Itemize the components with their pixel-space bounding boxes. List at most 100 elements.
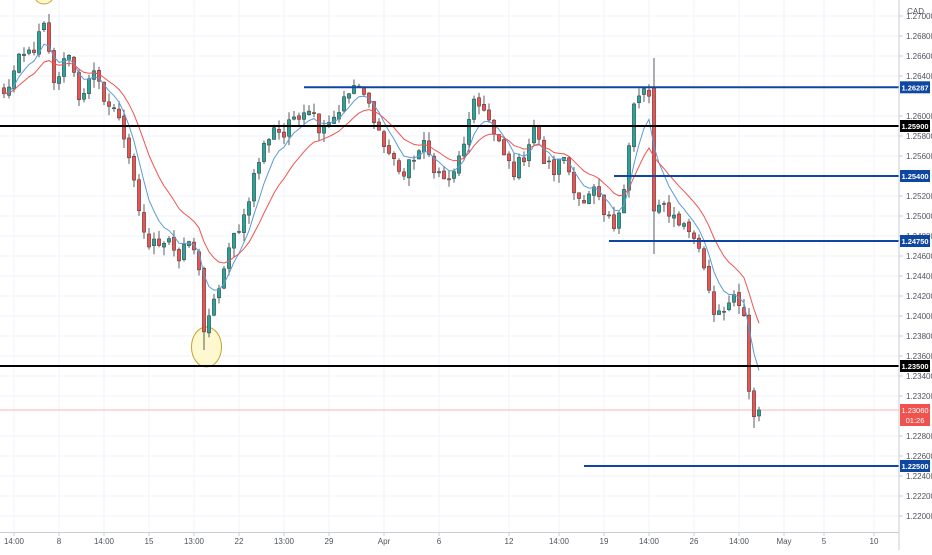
candle-body bbox=[297, 115, 301, 120]
candle-body bbox=[702, 248, 706, 269]
y-tick-label: 1.25000 bbox=[906, 212, 932, 221]
x-tick-label: 19 bbox=[600, 537, 609, 546]
candle-body bbox=[747, 314, 751, 392]
candle-body bbox=[512, 161, 516, 178]
x-tick-label: 26 bbox=[690, 537, 699, 546]
candle-body bbox=[107, 101, 111, 107]
level-badge[interactable] bbox=[900, 81, 930, 94]
candle-body bbox=[667, 202, 671, 217]
candle-body bbox=[407, 159, 411, 179]
y-tick-label: 1.24400 bbox=[906, 272, 932, 281]
y-tick-label: 1.22800 bbox=[906, 432, 932, 441]
candle-body bbox=[362, 87, 366, 95]
x-tick-label: 12 bbox=[505, 537, 514, 546]
candle-body bbox=[272, 127, 276, 140]
y-tick-label: 1.25200 bbox=[906, 192, 932, 201]
candle-body bbox=[302, 112, 306, 120]
candle-body bbox=[267, 139, 271, 146]
y-tick-label: 1.27000 bbox=[906, 12, 932, 21]
candle-body bbox=[147, 233, 151, 248]
candle-body bbox=[502, 139, 506, 156]
candle-body bbox=[727, 302, 731, 311]
highlight-ellipse[interactable] bbox=[191, 326, 222, 368]
fast-ma-line bbox=[3, 43, 760, 371]
candle-body bbox=[577, 192, 581, 199]
currency-label: CAD bbox=[907, 7, 924, 16]
candle-body bbox=[242, 214, 246, 233]
candle-body bbox=[152, 238, 156, 246]
level-badge[interactable] bbox=[900, 170, 930, 182]
candle-body bbox=[2, 87, 6, 95]
candle-body bbox=[117, 108, 121, 119]
x-tick-label: 14:00 bbox=[549, 537, 570, 546]
x-tick-label: 14:00 bbox=[4, 537, 25, 546]
candle-body bbox=[12, 70, 16, 90]
candle-body bbox=[292, 116, 296, 120]
x-tick-label: 14:00 bbox=[94, 537, 115, 546]
candle-body bbox=[342, 96, 346, 112]
candle-body bbox=[657, 204, 661, 213]
x-tick-label: Apr bbox=[378, 537, 391, 546]
candle-body bbox=[597, 186, 601, 197]
y-tick-label: 1.24000 bbox=[906, 312, 932, 321]
level-badge[interactable] bbox=[900, 235, 930, 247]
y-tick-label: 1.23200 bbox=[906, 392, 932, 401]
candle-body bbox=[42, 22, 46, 30]
candle-body bbox=[507, 153, 511, 162]
y-tick-label: 1.23400 bbox=[906, 372, 932, 381]
level-badge-label: 1.25900 bbox=[901, 122, 928, 131]
current-price-badge[interactable] bbox=[900, 404, 930, 426]
candle-body bbox=[647, 89, 651, 97]
candle-body bbox=[172, 236, 176, 251]
candle-body bbox=[237, 231, 241, 233]
candle-body bbox=[557, 158, 561, 175]
candle-body bbox=[722, 311, 726, 313]
level-badge[interactable] bbox=[900, 120, 930, 132]
x-tick-label: 13:00 bbox=[274, 537, 295, 546]
candle-body bbox=[437, 171, 441, 174]
candle-body bbox=[382, 131, 386, 147]
countdown-label: 01:26 bbox=[906, 416, 925, 425]
candle-body bbox=[312, 112, 316, 114]
x-tick-label: 22 bbox=[235, 537, 244, 546]
highlight-ellipse[interactable] bbox=[34, 0, 54, 5]
y-tick-label: 1.22000 bbox=[906, 512, 932, 521]
y-tick-label: 1.22400 bbox=[906, 472, 932, 481]
candle-body bbox=[392, 153, 396, 159]
candle-body bbox=[17, 53, 21, 73]
candle-body bbox=[592, 186, 596, 196]
candle-body bbox=[122, 115, 126, 140]
moving-averages bbox=[3, 43, 760, 371]
x-tick-label: 14:00 bbox=[639, 537, 660, 546]
level-badge[interactable] bbox=[900, 360, 930, 372]
candle-body bbox=[622, 189, 626, 214]
candle-body bbox=[182, 244, 186, 260]
candle-body bbox=[402, 171, 406, 177]
candle-body bbox=[137, 179, 141, 212]
y-tick-label: 1.23600 bbox=[906, 352, 932, 361]
candle-body bbox=[127, 137, 131, 159]
y-tick-label: 1.26600 bbox=[906, 52, 932, 61]
candle-body bbox=[477, 97, 481, 107]
candle-body bbox=[142, 212, 146, 233]
candle-body bbox=[482, 103, 486, 111]
current-price-label: 1.23060 bbox=[901, 406, 928, 415]
candle-body bbox=[62, 58, 66, 77]
candle-body bbox=[177, 249, 181, 262]
candle-body bbox=[472, 98, 476, 120]
candle-body bbox=[247, 201, 251, 216]
y-tick-label: 1.26400 bbox=[906, 72, 932, 81]
candle-body bbox=[217, 288, 221, 299]
x-tick-label: 15 bbox=[145, 537, 154, 546]
candle-body bbox=[542, 139, 546, 164]
x-tick-label: 5 bbox=[822, 537, 827, 546]
x-tick-label: 8 bbox=[57, 537, 62, 546]
price-badges[interactable]: 1.26287 1.25900 1.25400 1.24750 1.23500 1.225… bbox=[900, 81, 930, 472]
candle-body bbox=[332, 116, 336, 124]
level-badge[interactable] bbox=[900, 460, 930, 472]
candle-body bbox=[572, 171, 576, 194]
candle-body bbox=[582, 200, 586, 204]
